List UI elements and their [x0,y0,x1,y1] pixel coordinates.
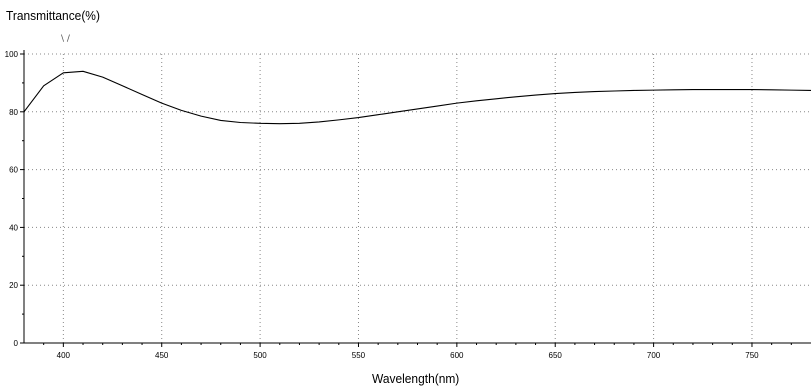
y-tick-label: 0 [14,339,19,348]
y-tick-label: 20 [9,281,18,290]
x-tick-label: 600 [450,351,464,360]
x-tick-label: 750 [745,351,759,360]
x-tick-label: 500 [253,351,267,360]
y-tick-label: 60 [9,166,18,175]
x-tick-label: 650 [549,351,563,360]
series-line [23,70,811,125]
series-layer [23,70,811,125]
grid [24,53,811,343]
axes [20,50,811,347]
y-tick-label: 80 [9,108,18,117]
x-tick-label: 450 [155,351,169,360]
y-tick-label: 40 [9,223,18,232]
x-tick-label: 550 [352,351,366,360]
x-axis-label: Wavelength(nm) [372,371,460,386]
x-tick-label: 400 [57,351,71,360]
tick-labels: 0 20 40 60 80 100 400 450 500 550 600 650 700 750 [5,50,760,360]
cursor-marker: \ / [61,34,70,44]
y-tick-label: 100 [5,50,19,59]
y-axis-label: Transmittance(%) [6,8,100,23]
x-tick-label: 700 [647,351,661,360]
